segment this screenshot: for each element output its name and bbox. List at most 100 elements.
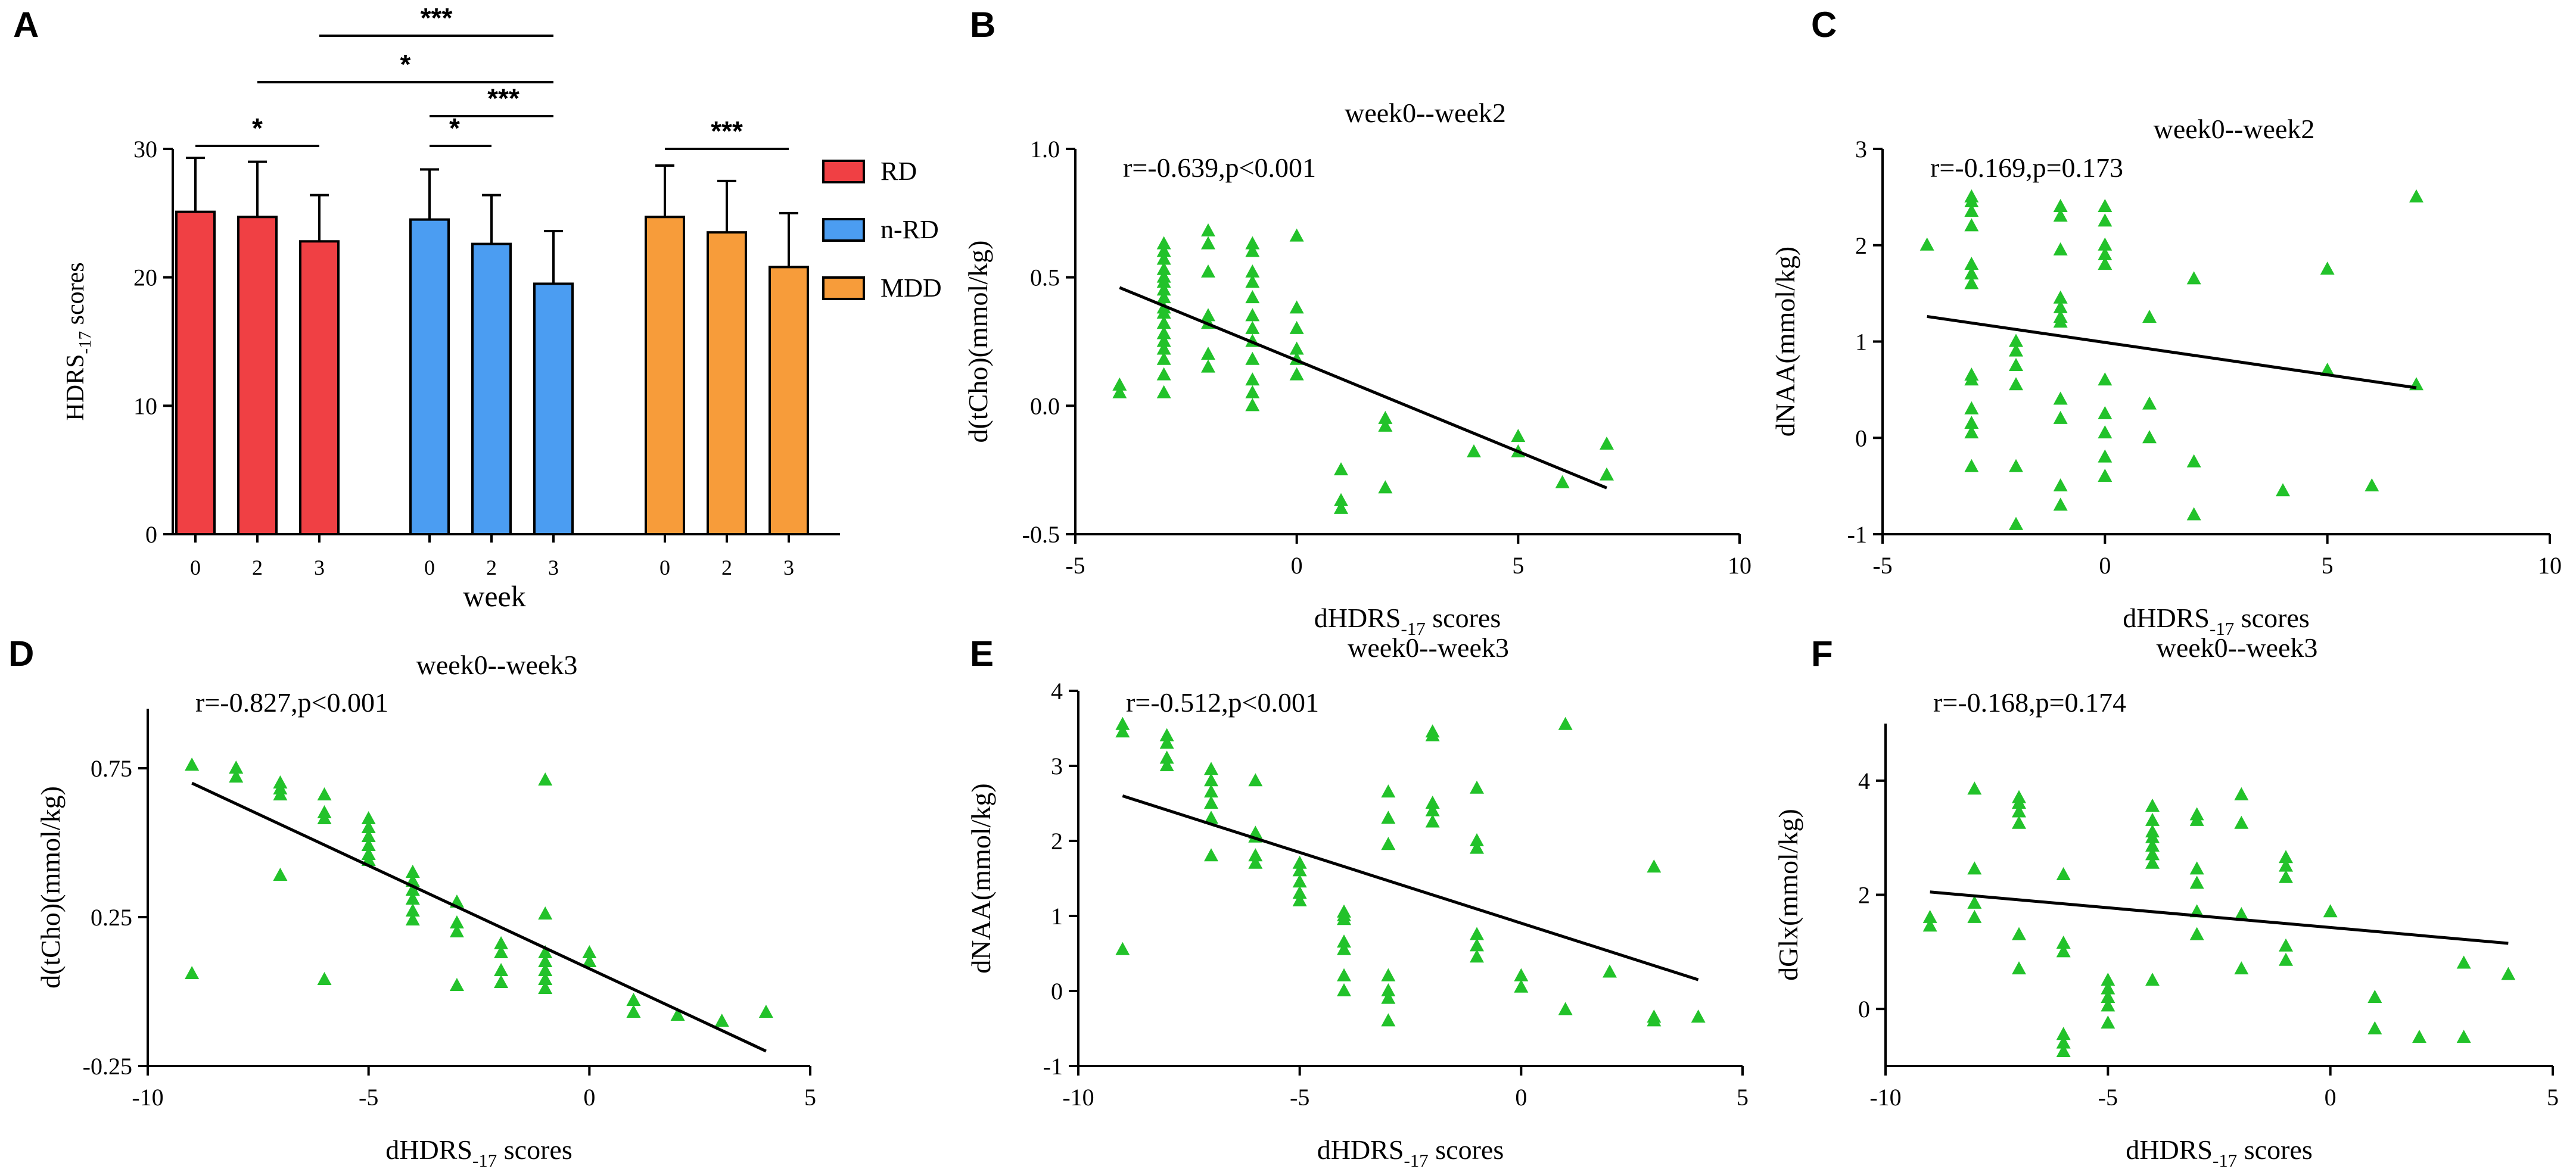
data-point [1245, 351, 1260, 365]
data-point [1245, 320, 1260, 334]
y-axis-label: dNAA(mmol/kg) [1770, 247, 1800, 437]
data-point [1381, 811, 1396, 824]
data-point [2012, 815, 2026, 829]
data-point [1289, 228, 1304, 242]
data-point [1156, 316, 1171, 329]
data-point [1245, 275, 1260, 288]
y-tick-label: -1 [1847, 521, 1867, 548]
data-point [1967, 909, 1982, 923]
x-tick-label: 5 [804, 1084, 816, 1111]
data-point [538, 906, 553, 920]
chart-title: week0--week3 [416, 650, 578, 680]
x-tick-label: 0 [2325, 1084, 2337, 1111]
x-axis-label: dHDRS-17 scores [2126, 1135, 2313, 1171]
data-point [2053, 290, 2068, 304]
x-axis-label: week [463, 579, 526, 613]
panel-d-scatter: D -0.25 0.25 0.75 -10 -5 0 5 dHDRS-17 scores d(tC… [8, 634, 816, 1171]
data-point [1381, 990, 1396, 1004]
data-point [2279, 938, 2293, 952]
data-point [2186, 271, 2201, 285]
data-point [1159, 758, 1174, 771]
data-point [2012, 927, 2026, 940]
data-point [2189, 812, 2204, 826]
data-point [1922, 918, 1937, 932]
data-point [2012, 804, 2026, 818]
data-point [2234, 787, 2249, 800]
x-tick-label: 0 [1515, 1084, 1527, 1111]
panel-label: B [970, 5, 995, 45]
x-axis-label-sub: -17 [2213, 1150, 2237, 1171]
data-point [582, 954, 597, 967]
data-point [2142, 396, 2157, 410]
data-point [1514, 979, 1529, 993]
x-tick-label: -5 [1065, 552, 1085, 579]
data-point [1964, 266, 1979, 280]
data-point [1381, 1013, 1396, 1027]
bar-rd-week-3 [299, 240, 340, 535]
x-axis-label: dHDRS-17 scores [385, 1135, 573, 1171]
data-point [1112, 377, 1127, 391]
regression-line [191, 781, 767, 1053]
data-point [405, 912, 420, 925]
y-tick-label: 4 [1858, 768, 1870, 794]
bar-mdd-week-3 [769, 266, 809, 535]
legend-swatch-mdd [822, 276, 865, 300]
data-point [1201, 347, 1215, 360]
data-point [1289, 341, 1304, 355]
x-axis-label-main: dHDRS [2126, 1135, 2213, 1165]
data-point [1245, 385, 1260, 398]
data-point [1470, 938, 1484, 952]
y-tick-label: 0.75 [91, 755, 132, 782]
data-point [2145, 830, 2160, 843]
data-point [714, 1014, 729, 1027]
data-point [2145, 973, 2160, 986]
x-tick-label: 5 [2322, 552, 2334, 579]
data-point [2009, 459, 2023, 472]
x-tick-label: 5 [2547, 1084, 2559, 1111]
data-point [2053, 199, 2068, 213]
correlation-annotation: r=-0.169,p=0.173 [1930, 152, 2123, 183]
data-point [1204, 848, 1218, 862]
data-point [2012, 961, 2026, 975]
data-point [2098, 425, 2113, 439]
data-point [1115, 724, 1130, 738]
data-point [626, 993, 641, 1006]
data-point [2323, 904, 2338, 918]
data-point [405, 883, 420, 896]
y-tick-label: 2 [1858, 882, 1870, 909]
data-point [317, 787, 332, 800]
x-tick-label: 5 [1512, 552, 1524, 579]
data-point [2056, 1044, 2071, 1058]
data-point [1159, 750, 1174, 764]
data-point [2009, 334, 2023, 347]
data-point [1292, 886, 1307, 899]
data-point [1292, 893, 1307, 906]
data-point [1555, 475, 1570, 488]
x-axis-label-main: dHDRS [385, 1135, 472, 1165]
bar-n-rd-week-2 [471, 242, 512, 535]
data-point [626, 1005, 641, 1018]
x-tick-label: 10 [2538, 552, 2562, 579]
data-point [1425, 728, 1440, 741]
data-point [2009, 357, 2023, 371]
data-point [273, 868, 288, 881]
data-point [1289, 300, 1304, 314]
data-point [1201, 308, 1215, 322]
data-point [2098, 468, 2113, 482]
significance-label: * [252, 113, 263, 144]
data-point [1337, 983, 1351, 996]
x-tick-label: 0 [659, 556, 670, 579]
data-point [2098, 372, 2113, 386]
data-point [1967, 781, 1982, 795]
data-point [1245, 372, 1260, 386]
correlation-annotation: r=-0.512,p<0.001 [1126, 687, 1319, 718]
x-axis-label-tail: scores [497, 1135, 572, 1165]
data-point [2098, 406, 2113, 419]
bar-mdd-week-0 [645, 216, 685, 535]
x-tick-label: -10 [132, 1084, 163, 1111]
data-point [2053, 391, 2068, 405]
data-point [2145, 798, 2160, 812]
data-point [361, 829, 376, 842]
x-tick-label: 0 [190, 556, 201, 579]
data-point [1245, 308, 1260, 322]
